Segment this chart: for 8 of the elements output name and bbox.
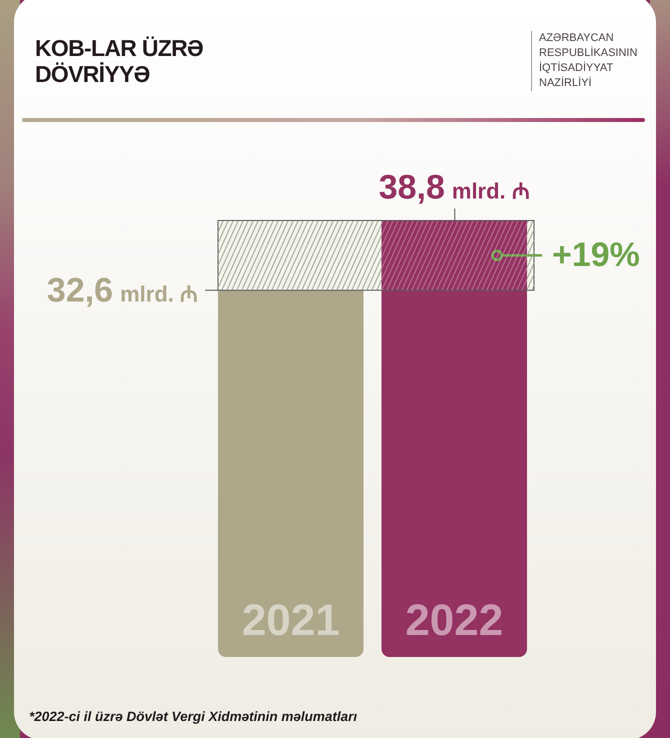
- x-tick-label: 2022: [405, 596, 504, 645]
- x-tick-label: 2021: [242, 596, 340, 645]
- text: AZƏRBAYCAN RESPUBLİKASININ İQTİSADİYYAT NAZİRLİYİ: [531, 31, 638, 91]
- chart-title: KOB-LAR ÜZRƏ DÖVRİYYƏ: [35, 35, 204, 87]
- data-label: 32,6 mlrd. ₼: [46, 271, 198, 310]
- text: *2022-ci il üzrə Dövlət Vergi Xidmətinin məlumatları: [29, 709, 358, 724]
- band-label: +19%: [552, 236, 640, 274]
- data-label: 38,8 mlrd. ₼: [378, 168, 530, 206]
